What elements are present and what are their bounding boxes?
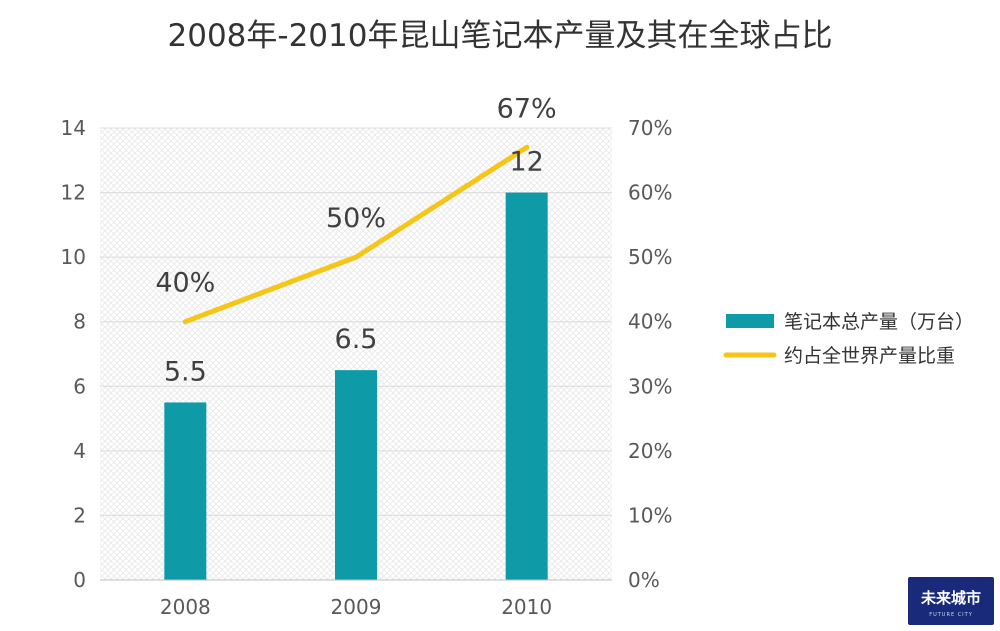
line-point — [353, 254, 359, 260]
bar-value-label: 5.5 — [164, 356, 207, 387]
left-tick-label: 2 — [73, 503, 86, 527]
bar — [505, 192, 548, 581]
line-point — [524, 144, 530, 150]
bar — [335, 370, 377, 580]
line-value-label: 50% — [326, 203, 386, 234]
x-tick-label: 2009 — [331, 595, 382, 619]
line-point — [182, 319, 188, 325]
bar-series — [164, 192, 548, 581]
right-tick-label: 0% — [628, 568, 660, 592]
x-tick-label: 2008 — [160, 595, 211, 619]
chart-title: 2008年-2010年昆山笔记本产量及其在全球占比 — [168, 18, 833, 54]
right-tick-label: 70% — [628, 116, 672, 140]
right-tick-label: 50% — [628, 245, 672, 269]
bar — [164, 402, 207, 580]
right-tick-label: 10% — [628, 503, 672, 527]
legend-line-label: 约占全世界产量比重 — [784, 345, 955, 367]
legend-bar-label: 笔记本总产量（万台） — [784, 311, 974, 333]
left-axis: 0 2 4 6 8 10 12 14 — [61, 116, 86, 592]
legend: 笔记本总产量（万台） 约占全世界产量比重 — [723, 311, 974, 367]
data-labels: 5.5 6.5 12 40% 50% 67% — [155, 93, 556, 387]
left-tick-label: 10 — [61, 245, 86, 269]
legend-bar-swatch — [726, 314, 774, 328]
line-value-label: 67% — [497, 93, 557, 124]
left-tick-label: 0 — [73, 568, 86, 592]
left-tick-label: 12 — [61, 181, 86, 205]
line-series — [182, 144, 530, 325]
left-tick-label: 8 — [73, 310, 86, 334]
right-tick-label: 20% — [628, 439, 672, 463]
line-value-label: 40% — [155, 268, 215, 299]
x-axis: 2008 2009 2010 — [100, 579, 612, 619]
left-tick-label: 14 — [61, 116, 86, 140]
right-axis: 0% 10% 20% 30% 40% 50% 60% 70% — [628, 116, 672, 592]
left-tick-label: 6 — [73, 374, 86, 398]
right-tick-label: 30% — [628, 374, 672, 398]
right-tick-label: 40% — [628, 310, 672, 334]
x-tick-label: 2010 — [501, 595, 552, 619]
right-tick-label: 60% — [628, 181, 672, 205]
logo: 未来城市 FUTURE CITY — [908, 577, 994, 625]
bar-value-label: 6.5 — [335, 324, 378, 355]
bar-value-label: 12 — [509, 147, 543, 178]
logo-text: 未来城市 — [920, 589, 981, 607]
left-tick-label: 4 — [73, 439, 86, 463]
logo-badge — [908, 577, 994, 625]
logo-subtext: FUTURE CITY — [929, 612, 973, 618]
